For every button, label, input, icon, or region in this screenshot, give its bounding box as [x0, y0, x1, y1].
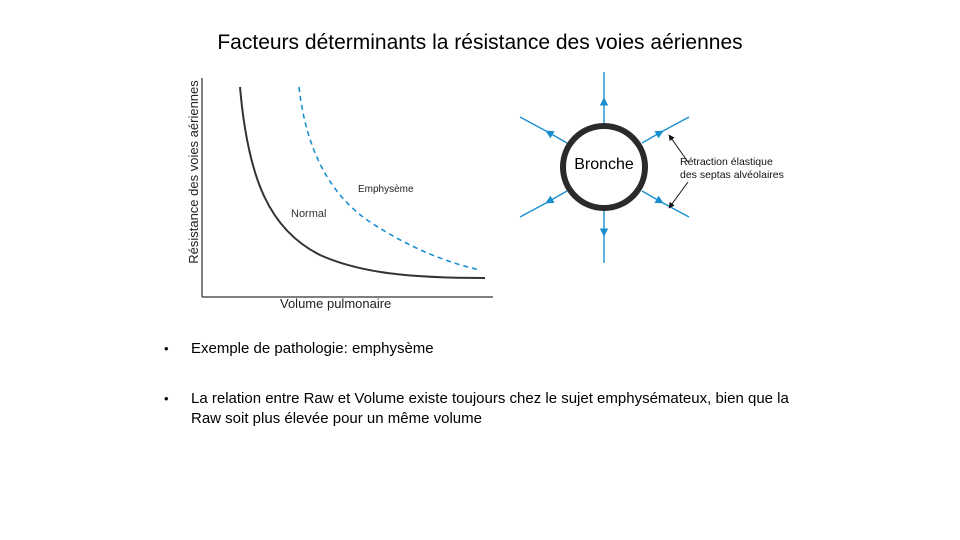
emphysema-curve [298, 86, 481, 271]
bronche-label: Bronche [574, 156, 634, 173]
bronche-svg [519, 72, 690, 263]
retraction-label-line2: des septas alvéolaires [680, 169, 784, 181]
slide-title: Facteurs déterminants la résistance des … [217, 31, 743, 54]
emphysema-curve-label: Emphysème [358, 184, 414, 195]
arrow-lower-left [545, 190, 568, 204]
arrow-lower-right [641, 190, 664, 204]
bullet-item: • Exemple de pathologie: emphysème [164, 339, 804, 359]
arrow-upper-right [641, 130, 664, 144]
normal-curve [239, 86, 486, 279]
resistance-volume-graph: Résistance des voies aériennes Volume pu… [170, 70, 510, 320]
bullet-text: Exemple de pathologie: emphysème [191, 340, 434, 357]
bronche-diagram: Bronche Rétraction élastique des septas … [510, 70, 810, 270]
retraction-label: Rétraction élastique des septas alvéolai… [680, 156, 784, 182]
retraction-label-line1: Rétraction élastique [680, 156, 773, 168]
x-axis-label: Volume pulmonaire [280, 296, 392, 311]
bullet-marker: • [164, 341, 169, 356]
pointer-lower [668, 181, 689, 209]
bullet-text: La relation entre Raw et Volume existe t… [191, 390, 789, 427]
bronche-ring [560, 123, 648, 211]
pointer-upper [668, 134, 689, 163]
bullet-list: • Exemple de pathologie: emphysème • La … [164, 339, 804, 459]
bullet-item: • La relation entre Raw et Volume existe… [164, 389, 804, 429]
bullet-marker: • [164, 391, 169, 406]
normal-curve-label: Normal [291, 208, 327, 220]
y-axis-label: Résistance des voies aériennes [186, 80, 201, 264]
graph-svg [201, 78, 493, 298]
arrow-upper-left [545, 130, 568, 144]
